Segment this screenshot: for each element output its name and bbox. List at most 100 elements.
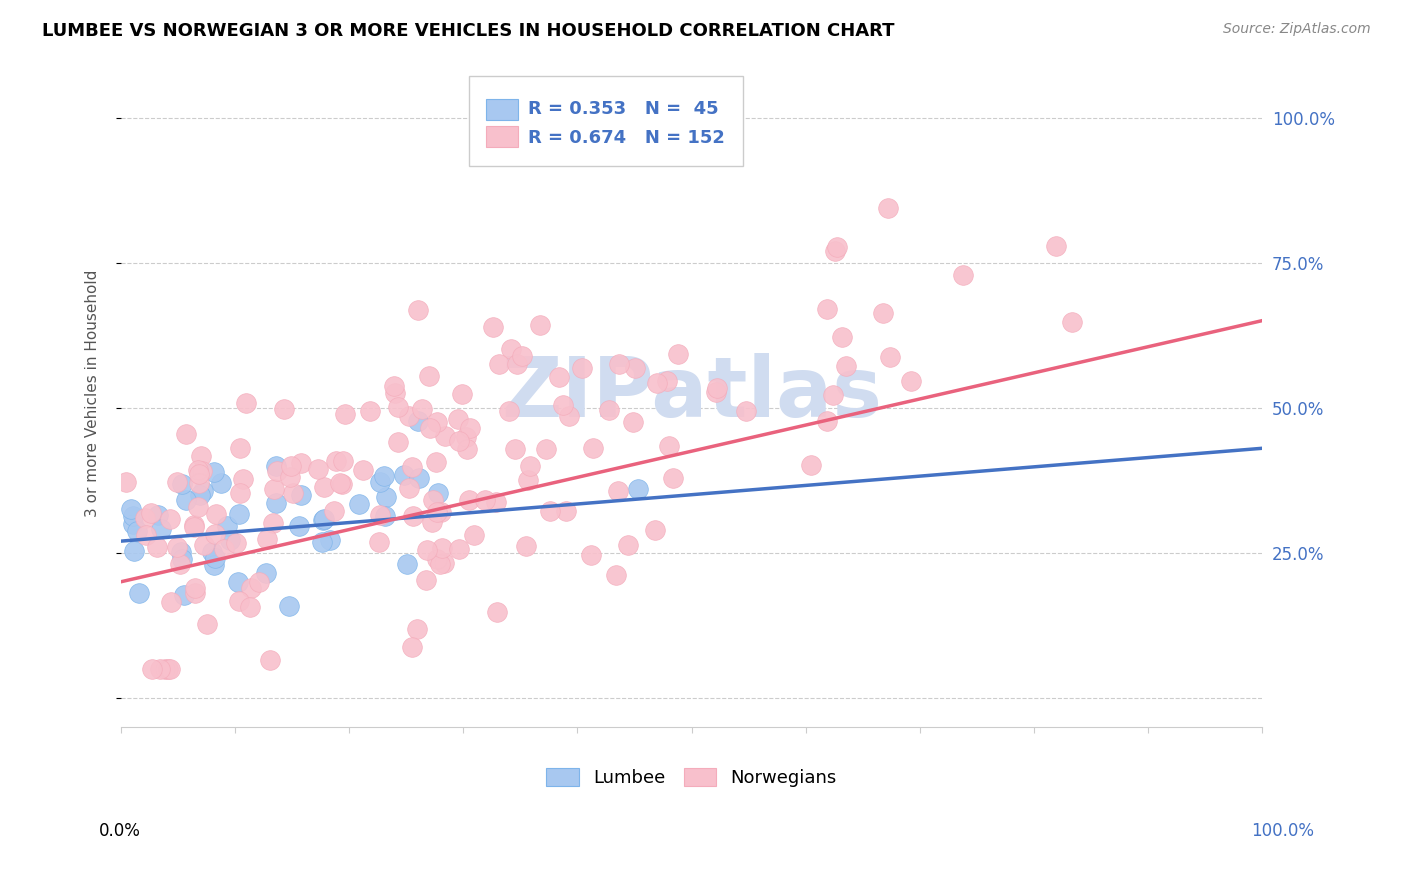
Point — [368, 475, 391, 489]
Point — [800, 458, 823, 472]
Point — [415, 573, 437, 587]
Point — [187, 463, 209, 477]
Point — [879, 350, 901, 364]
Point — [551, 398, 574, 412]
Point — [166, 541, 188, 555]
Point — [426, 504, 449, 518]
Point — [122, 516, 145, 531]
Point — [499, 342, 522, 356]
Point — [419, 421, 441, 435]
Point — [183, 520, 205, 534]
Point — [184, 582, 207, 596]
Point — [215, 519, 238, 533]
Point — [463, 528, 485, 542]
Point — [617, 538, 640, 552]
Point — [825, 240, 848, 254]
Point — [153, 662, 176, 676]
Point — [872, 306, 894, 320]
Point — [311, 534, 333, 549]
Point — [172, 551, 194, 566]
Point — [658, 439, 681, 453]
Point — [422, 493, 444, 508]
Point — [557, 409, 579, 423]
Point — [347, 497, 370, 511]
Point — [219, 533, 242, 548]
Point — [128, 586, 150, 600]
Point — [312, 514, 335, 528]
Point — [447, 412, 470, 426]
Text: 100.0%: 100.0% — [1251, 822, 1315, 840]
Point — [529, 318, 551, 332]
Point — [429, 557, 451, 571]
Point — [598, 403, 620, 417]
Point — [662, 471, 685, 485]
Point — [352, 463, 374, 477]
Point — [232, 472, 254, 486]
Point — [228, 594, 250, 608]
Point — [624, 361, 647, 376]
Point — [202, 466, 225, 480]
Text: 0.0%: 0.0% — [98, 822, 141, 840]
Point — [278, 599, 301, 613]
Point — [481, 320, 503, 334]
Point — [290, 456, 312, 470]
Point — [706, 384, 728, 399]
Point — [426, 552, 449, 566]
Point — [821, 387, 844, 401]
Point — [187, 467, 209, 482]
Point — [254, 566, 277, 581]
Point — [406, 302, 429, 317]
Point — [831, 330, 853, 344]
Point — [135, 527, 157, 541]
Point — [668, 346, 690, 360]
Y-axis label: 3 or more Vehicles in Household: 3 or more Vehicles in Household — [86, 269, 100, 516]
Point — [534, 442, 557, 456]
Point — [239, 600, 262, 615]
Point — [280, 458, 302, 473]
Point — [193, 538, 215, 552]
Point — [582, 441, 605, 455]
Point — [264, 458, 287, 473]
Point — [457, 493, 479, 508]
Point — [323, 504, 346, 518]
Text: R = 0.353   N =  45: R = 0.353 N = 45 — [529, 100, 718, 118]
Point — [411, 401, 433, 416]
Point — [263, 482, 285, 496]
Point — [605, 568, 627, 582]
Text: R = 0.674   N = 152: R = 0.674 N = 152 — [529, 128, 725, 146]
Point — [314, 512, 336, 526]
Point — [187, 500, 209, 514]
Bar — [470, 77, 742, 166]
Point — [498, 404, 520, 418]
Point — [406, 622, 429, 636]
Point — [204, 527, 226, 541]
Point — [434, 428, 457, 442]
Point — [406, 414, 429, 428]
Point — [418, 369, 440, 384]
Point — [398, 481, 420, 495]
Point — [621, 415, 644, 429]
Point — [170, 545, 193, 559]
Point — [420, 515, 443, 529]
Point — [149, 662, 172, 676]
Point — [485, 605, 508, 619]
Point — [134, 511, 156, 525]
Point — [195, 616, 218, 631]
Point — [430, 541, 453, 555]
Point — [368, 508, 391, 522]
Point — [645, 376, 668, 390]
Point — [191, 483, 214, 498]
Point — [706, 381, 728, 395]
Point — [519, 458, 541, 473]
Point — [307, 462, 329, 476]
Point — [190, 464, 212, 478]
Point — [644, 523, 666, 537]
Point — [149, 522, 172, 536]
Point — [401, 640, 423, 654]
Text: LUMBEE VS NORWEGIAN 3 OR MORE VEHICLES IN HOUSEHOLD CORRELATION CHART: LUMBEE VS NORWEGIAN 3 OR MORE VEHICLES I… — [42, 22, 894, 40]
Point — [278, 470, 301, 484]
Point — [384, 385, 406, 400]
Point — [235, 395, 257, 409]
Point — [835, 359, 858, 373]
Point — [607, 357, 630, 371]
